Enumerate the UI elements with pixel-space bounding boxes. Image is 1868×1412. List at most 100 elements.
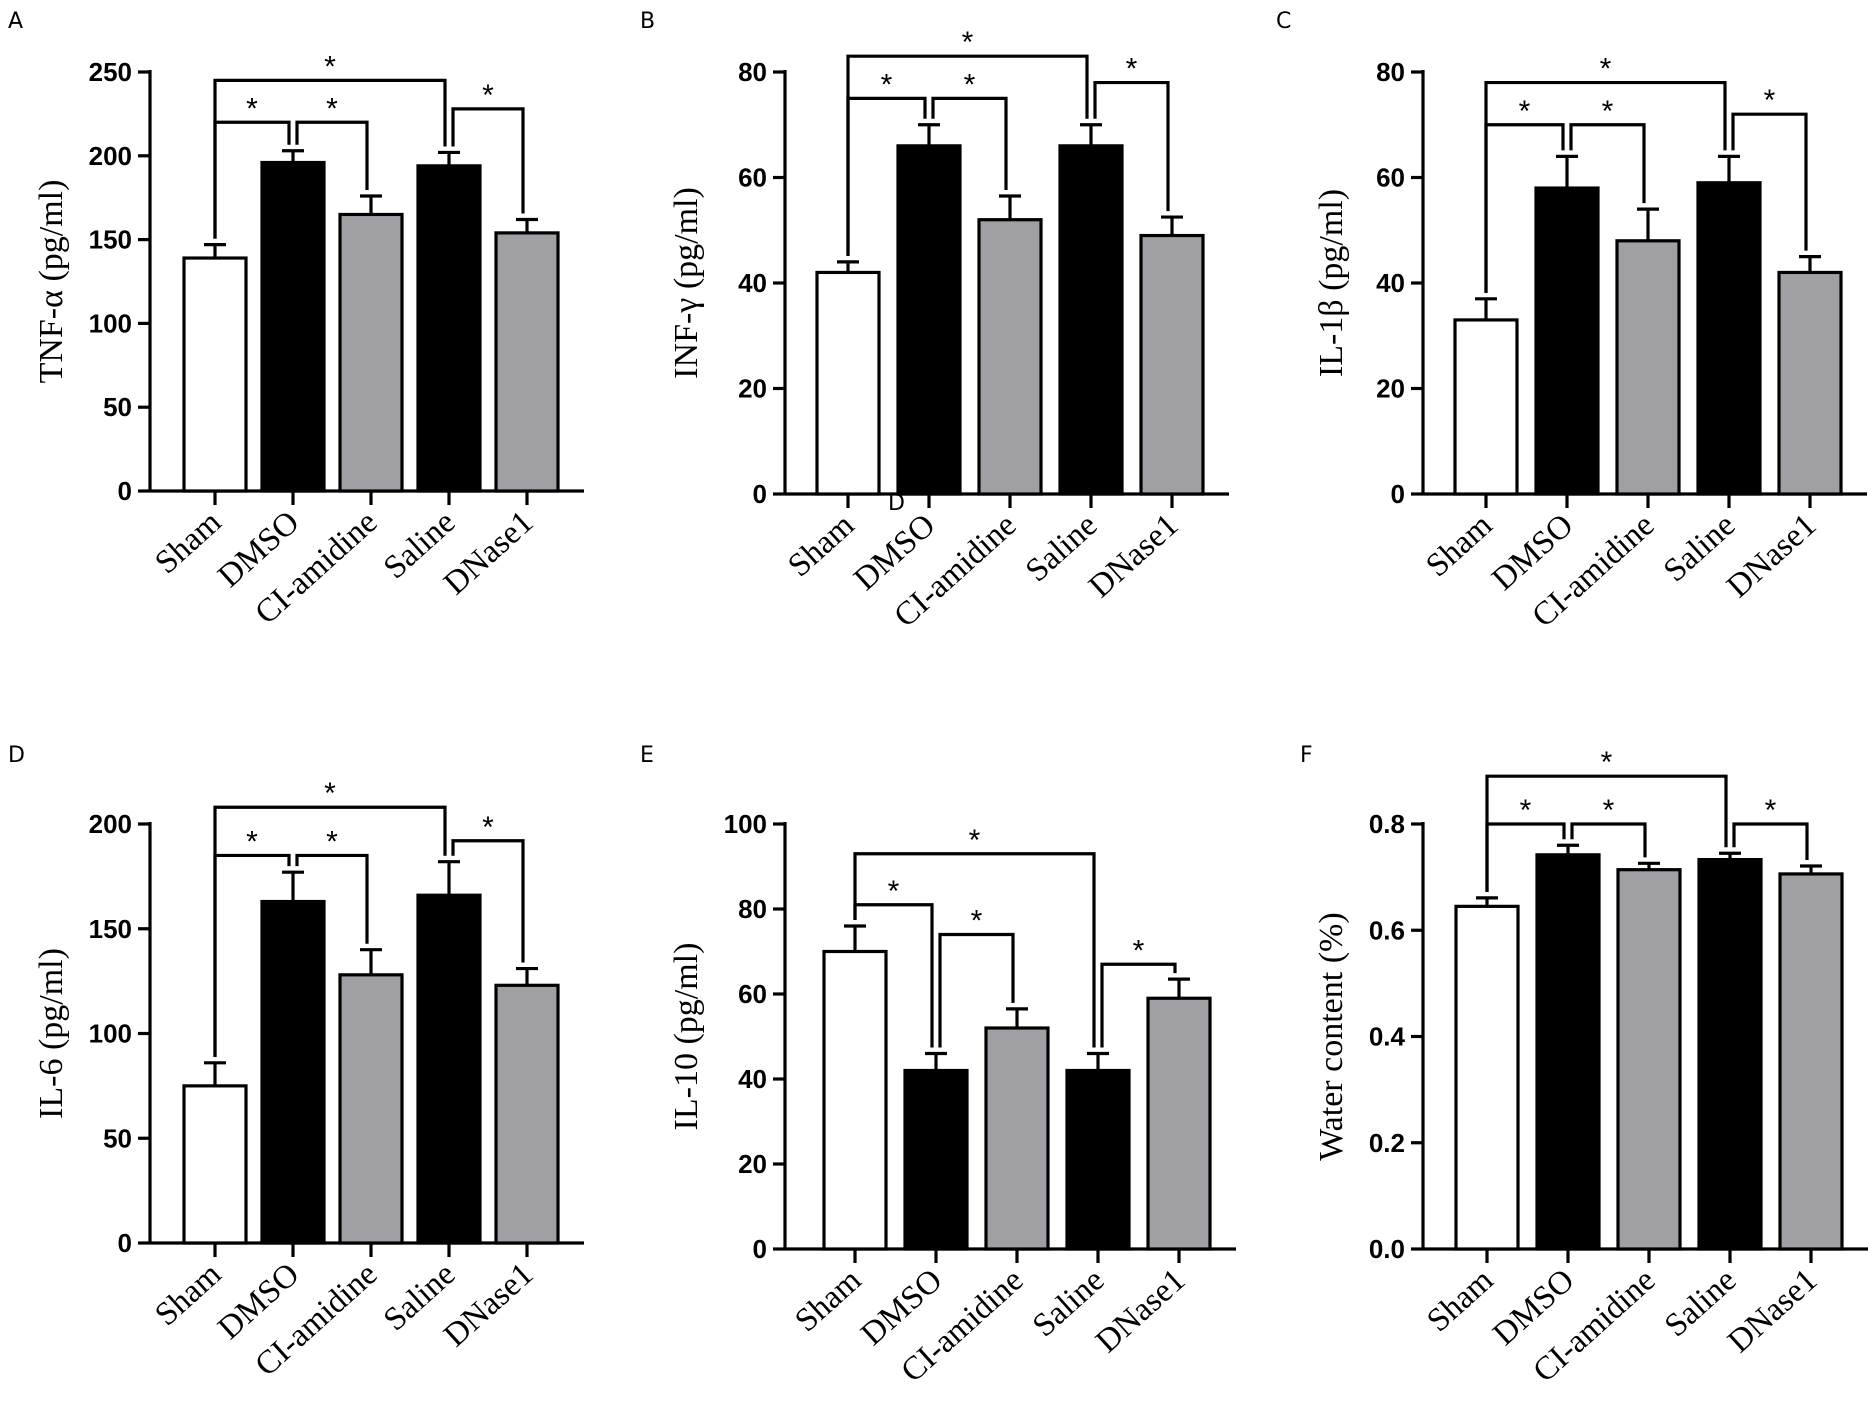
- significance-bracket: [1093, 80, 1170, 212]
- bar-dnase1: [494, 983, 560, 1245]
- bar-dnase1: [1139, 233, 1205, 496]
- bar-ci-amidine: [1616, 868, 1682, 1251]
- significance-star: *: [1603, 794, 1615, 827]
- x-category-label: DNase1: [437, 504, 540, 602]
- significance-bracket: [1731, 112, 1808, 251]
- bar-sham: [1453, 318, 1519, 496]
- y-tick-label: 50: [103, 1123, 132, 1153]
- significance-star: *: [1600, 53, 1612, 86]
- significance-bracket: [1484, 80, 1727, 293]
- y-tick-label: 40: [738, 268, 767, 298]
- significance-star: *: [326, 825, 338, 858]
- y-tick-label: 20: [1376, 374, 1405, 404]
- y-tick-label: 20: [738, 374, 767, 404]
- panel-letter-E: E: [640, 743, 654, 768]
- significance-bracket: [1570, 822, 1647, 858]
- significance-star: *: [1126, 53, 1138, 86]
- x-category-label: DNase1: [1089, 1262, 1192, 1360]
- panel-letter-B: B: [640, 9, 655, 34]
- bar-dnase1: [1146, 996, 1212, 1251]
- bar-ci-amidine: [977, 218, 1043, 496]
- significance-star: *: [246, 92, 258, 125]
- bar-sham: [182, 1084, 248, 1245]
- y-axis-title: Water content (%): [1313, 912, 1350, 1160]
- bar-ci-amidine: [984, 1026, 1050, 1251]
- y-tick-label: 80: [738, 57, 767, 87]
- bar-dmso: [896, 144, 962, 496]
- significance-star: *: [1133, 934, 1145, 967]
- y-tick-label: 60: [738, 163, 767, 193]
- bar-dmso: [260, 899, 326, 1245]
- x-category-label: DNase1: [1720, 507, 1823, 605]
- y-tick-label: 80: [1376, 57, 1405, 87]
- bar-ci-amidine: [338, 973, 404, 1245]
- significance-star: *: [962, 26, 974, 59]
- y-tick-label: 0: [118, 1228, 132, 1258]
- y-tick-label: 100: [89, 308, 132, 338]
- bar-dmso: [1534, 186, 1600, 496]
- y-tick-label: 0.4: [1369, 1022, 1406, 1052]
- bar-ci-amidine: [1615, 239, 1681, 496]
- x-category-label: DNase1: [1082, 507, 1185, 605]
- y-axis-title: IL-6 (pg/ml): [33, 948, 70, 1119]
- bar-ci-amidine: [338, 212, 404, 493]
- y-tick-label: 0.0: [1369, 1234, 1405, 1264]
- significance-star: *: [326, 92, 338, 125]
- y-tick-label: 20: [738, 1149, 767, 1179]
- significance-bracket: [1569, 123, 1646, 204]
- bar-saline: [1696, 181, 1762, 496]
- bar-saline: [1065, 1068, 1131, 1251]
- y-tick-label: 150: [89, 225, 132, 255]
- y-tick-label: 0: [1391, 479, 1405, 509]
- significance-star: *: [324, 777, 336, 810]
- significance-bracket: [1485, 774, 1728, 892]
- y-tick-label: 0.2: [1369, 1128, 1405, 1158]
- bar-saline: [416, 893, 482, 1245]
- y-tick-label: 0: [753, 1234, 767, 1264]
- y-tick-label: 100: [89, 1019, 132, 1049]
- y-axis-title: TNF-α (pg/ml): [33, 180, 70, 384]
- bar-dmso: [1535, 853, 1601, 1251]
- y-axis-title: IL-10 (pg/ml): [668, 943, 705, 1131]
- significance-star: *: [482, 811, 494, 844]
- bar-dnase1: [494, 231, 560, 493]
- bar-saline: [1058, 144, 1124, 496]
- bar-dmso: [260, 160, 326, 493]
- y-tick-label: 40: [1376, 268, 1405, 298]
- significance-bracket: [853, 852, 1096, 1048]
- y-tick-label: 60: [738, 979, 767, 1009]
- y-tick-label: 80: [738, 894, 767, 924]
- bar-saline: [416, 164, 482, 493]
- bar-dnase1: [1777, 270, 1843, 496]
- y-tick-label: 0.8: [1369, 809, 1405, 839]
- bar-dmso: [903, 1068, 969, 1251]
- significance-star: *: [1764, 84, 1776, 117]
- significance-star: *: [964, 68, 976, 101]
- significance-bracket: [1732, 822, 1809, 860]
- significance-star: *: [1602, 95, 1614, 128]
- significance-star: *: [1519, 95, 1531, 128]
- panel-letter-C: C: [1276, 9, 1291, 34]
- y-tick-label: 250: [89, 57, 132, 87]
- significance-star: *: [888, 875, 900, 908]
- bar-sham: [815, 270, 881, 496]
- y-tick-label: 40: [738, 1064, 767, 1094]
- significance-star: *: [969, 824, 981, 857]
- panel-letter-D: D: [8, 743, 25, 768]
- y-axis-title: IL-1β (pg/ml): [1313, 189, 1350, 377]
- significance-bracket: [451, 839, 525, 963]
- y-tick-label: 200: [89, 141, 132, 171]
- significance-bracket: [213, 78, 447, 239]
- significance-bracket: [451, 107, 525, 214]
- bar-sham: [182, 256, 248, 493]
- significance-bracket: [938, 932, 1015, 1048]
- significance-star: *: [881, 68, 893, 101]
- y-tick-label: 0.6: [1369, 915, 1405, 945]
- significance-star: *: [246, 825, 258, 858]
- bar-sham: [1454, 904, 1520, 1251]
- significance-bracket: [213, 805, 447, 1057]
